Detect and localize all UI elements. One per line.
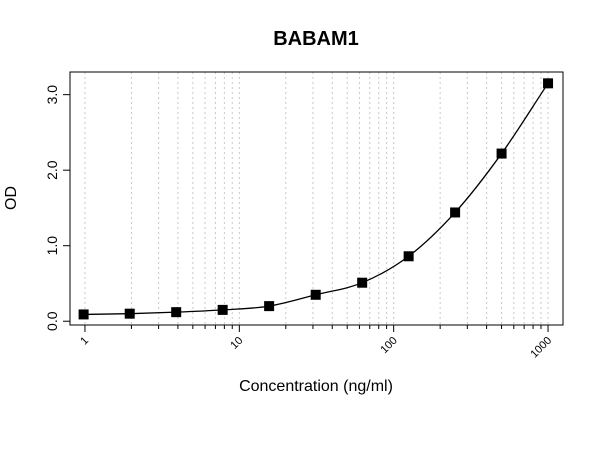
data-point bbox=[124, 308, 135, 319]
data-point bbox=[264, 301, 275, 312]
data-point bbox=[171, 307, 182, 318]
fit-curve bbox=[83, 82, 549, 316]
x-axis: 1 10 100 1000 bbox=[78, 324, 554, 361]
x-tick-label: 10 bbox=[228, 335, 245, 352]
y-tick-label: 3.0 bbox=[44, 85, 60, 105]
x-tick-label: 100 bbox=[378, 335, 399, 356]
x-axis-label: Concentration (ng/ml) bbox=[239, 378, 393, 395]
y-axis: 0.0 1.0 2.0 3.0 bbox=[44, 85, 71, 331]
y-tick-label: 2.0 bbox=[44, 160, 60, 180]
data-point bbox=[450, 207, 461, 218]
y-axis-label: OD bbox=[3, 186, 20, 210]
x-tick-label: 1 bbox=[78, 335, 91, 348]
data-point bbox=[357, 277, 368, 288]
plot-frame bbox=[69, 71, 564, 326]
y-tick-label: 0.0 bbox=[44, 311, 60, 331]
x-tick-label: 1000 bbox=[528, 335, 554, 361]
data-point bbox=[310, 289, 321, 300]
grid bbox=[84, 72, 549, 325]
data-points bbox=[78, 78, 554, 320]
data-point bbox=[543, 78, 554, 89]
data-point bbox=[217, 304, 228, 315]
chart-title: BABAM1 bbox=[273, 28, 359, 50]
y-tick-label: 1.0 bbox=[44, 236, 60, 256]
data-point bbox=[496, 148, 507, 159]
data-point bbox=[403, 251, 414, 262]
data-point bbox=[78, 309, 89, 320]
